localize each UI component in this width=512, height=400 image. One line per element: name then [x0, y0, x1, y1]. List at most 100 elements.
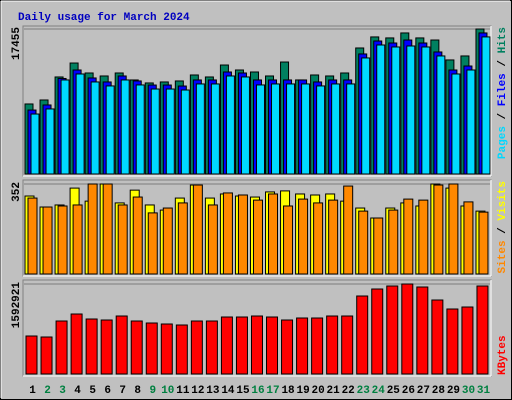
- bar: [240, 76, 250, 175]
- bar: [361, 57, 371, 175]
- bar: [341, 315, 354, 375]
- bar: [60, 79, 70, 175]
- bar: [271, 83, 281, 175]
- bar: [451, 73, 461, 175]
- bar: [102, 183, 113, 275]
- bar: [237, 194, 248, 275]
- x-tick-label: 20: [312, 385, 325, 397]
- bar: [448, 183, 459, 275]
- bar: [461, 306, 474, 375]
- bar: [391, 46, 401, 175]
- legend: Sites / Visits: [497, 181, 509, 273]
- bar: [328, 199, 339, 275]
- bar: [192, 184, 203, 275]
- bar: [343, 185, 354, 275]
- x-tick-label: 31: [477, 385, 491, 397]
- bar: [313, 202, 324, 275]
- bar: [25, 335, 38, 375]
- legend-entry: Files: [497, 73, 509, 106]
- bar: [105, 85, 115, 175]
- x-tick-label: 22: [342, 385, 355, 397]
- x-tick-label: 17: [266, 385, 279, 397]
- bar: [418, 199, 429, 275]
- bar: [371, 288, 384, 375]
- bar: [225, 75, 235, 175]
- x-tick-label: 25: [387, 385, 401, 397]
- bar: [117, 204, 128, 275]
- bar: [120, 79, 130, 175]
- bar: [476, 285, 489, 375]
- legend-entry: Pages: [497, 126, 509, 159]
- bar: [177, 202, 188, 275]
- bar: [296, 317, 309, 375]
- bar: [286, 83, 296, 175]
- bar: [45, 108, 55, 175]
- x-tick-label: 30: [462, 385, 475, 397]
- x-tick-label: 1: [29, 385, 36, 397]
- bar: [195, 83, 205, 175]
- legend-entry: KBytes: [497, 335, 509, 375]
- bar: [205, 320, 218, 375]
- bar: [281, 319, 294, 375]
- x-tick-label: 2: [44, 385, 51, 397]
- x-tick-label: 7: [119, 385, 126, 397]
- bar: [446, 308, 459, 375]
- bar: [316, 85, 326, 175]
- legend-separator: /: [497, 221, 509, 241]
- bar: [358, 210, 369, 275]
- bar: [481, 36, 491, 175]
- bar: [433, 184, 444, 275]
- bar: [75, 73, 85, 175]
- bar: [401, 283, 414, 375]
- x-tick-label: 3: [59, 385, 66, 397]
- bar: [373, 217, 384, 275]
- bar: [298, 198, 309, 275]
- bar: [40, 336, 53, 375]
- bar: [478, 211, 489, 275]
- bar: [207, 204, 218, 275]
- x-tick-label: 14: [221, 385, 235, 397]
- bar: [255, 84, 265, 175]
- bar: [266, 316, 279, 375]
- y-tick-label: 1592921: [11, 282, 23, 329]
- y-tick-label: 352: [11, 182, 23, 202]
- bar: [311, 317, 324, 375]
- x-tick-label: 4: [74, 385, 81, 397]
- chart-title: Daily usage for March 2024: [18, 12, 190, 24]
- x-tick-label: 26: [402, 385, 415, 397]
- bar: [145, 322, 158, 375]
- x-tick-label: 15: [236, 385, 250, 397]
- bar: [115, 315, 128, 375]
- bar: [466, 69, 476, 175]
- legend-entry: Hits: [497, 27, 509, 53]
- legend-entry: Sites: [497, 240, 509, 273]
- bar: [346, 83, 356, 175]
- bar: [90, 81, 100, 175]
- x-tick-label: 6: [104, 385, 111, 397]
- x-tick-label: 27: [417, 385, 430, 397]
- bar: [132, 196, 143, 275]
- bar: [301, 83, 311, 175]
- bar: [252, 199, 263, 275]
- bar: [220, 316, 233, 375]
- bar: [150, 88, 160, 175]
- bar: [210, 83, 220, 175]
- x-tick-label: 21: [327, 385, 341, 397]
- bar: [57, 205, 68, 275]
- bar: [436, 55, 446, 175]
- bar: [431, 299, 444, 375]
- bar: [190, 320, 203, 375]
- bar: [331, 83, 341, 175]
- bar: [147, 212, 158, 275]
- y-tick-label: 17455: [11, 27, 23, 60]
- bar: [356, 295, 369, 375]
- x-tick-label: 23: [357, 385, 371, 397]
- bar: [27, 197, 38, 275]
- bar: [72, 204, 83, 275]
- x-tick-label: 19: [296, 385, 309, 397]
- legend: Pages / Files / Hits: [497, 27, 509, 159]
- bar: [268, 193, 279, 275]
- bar: [130, 320, 143, 375]
- bar: [70, 313, 83, 375]
